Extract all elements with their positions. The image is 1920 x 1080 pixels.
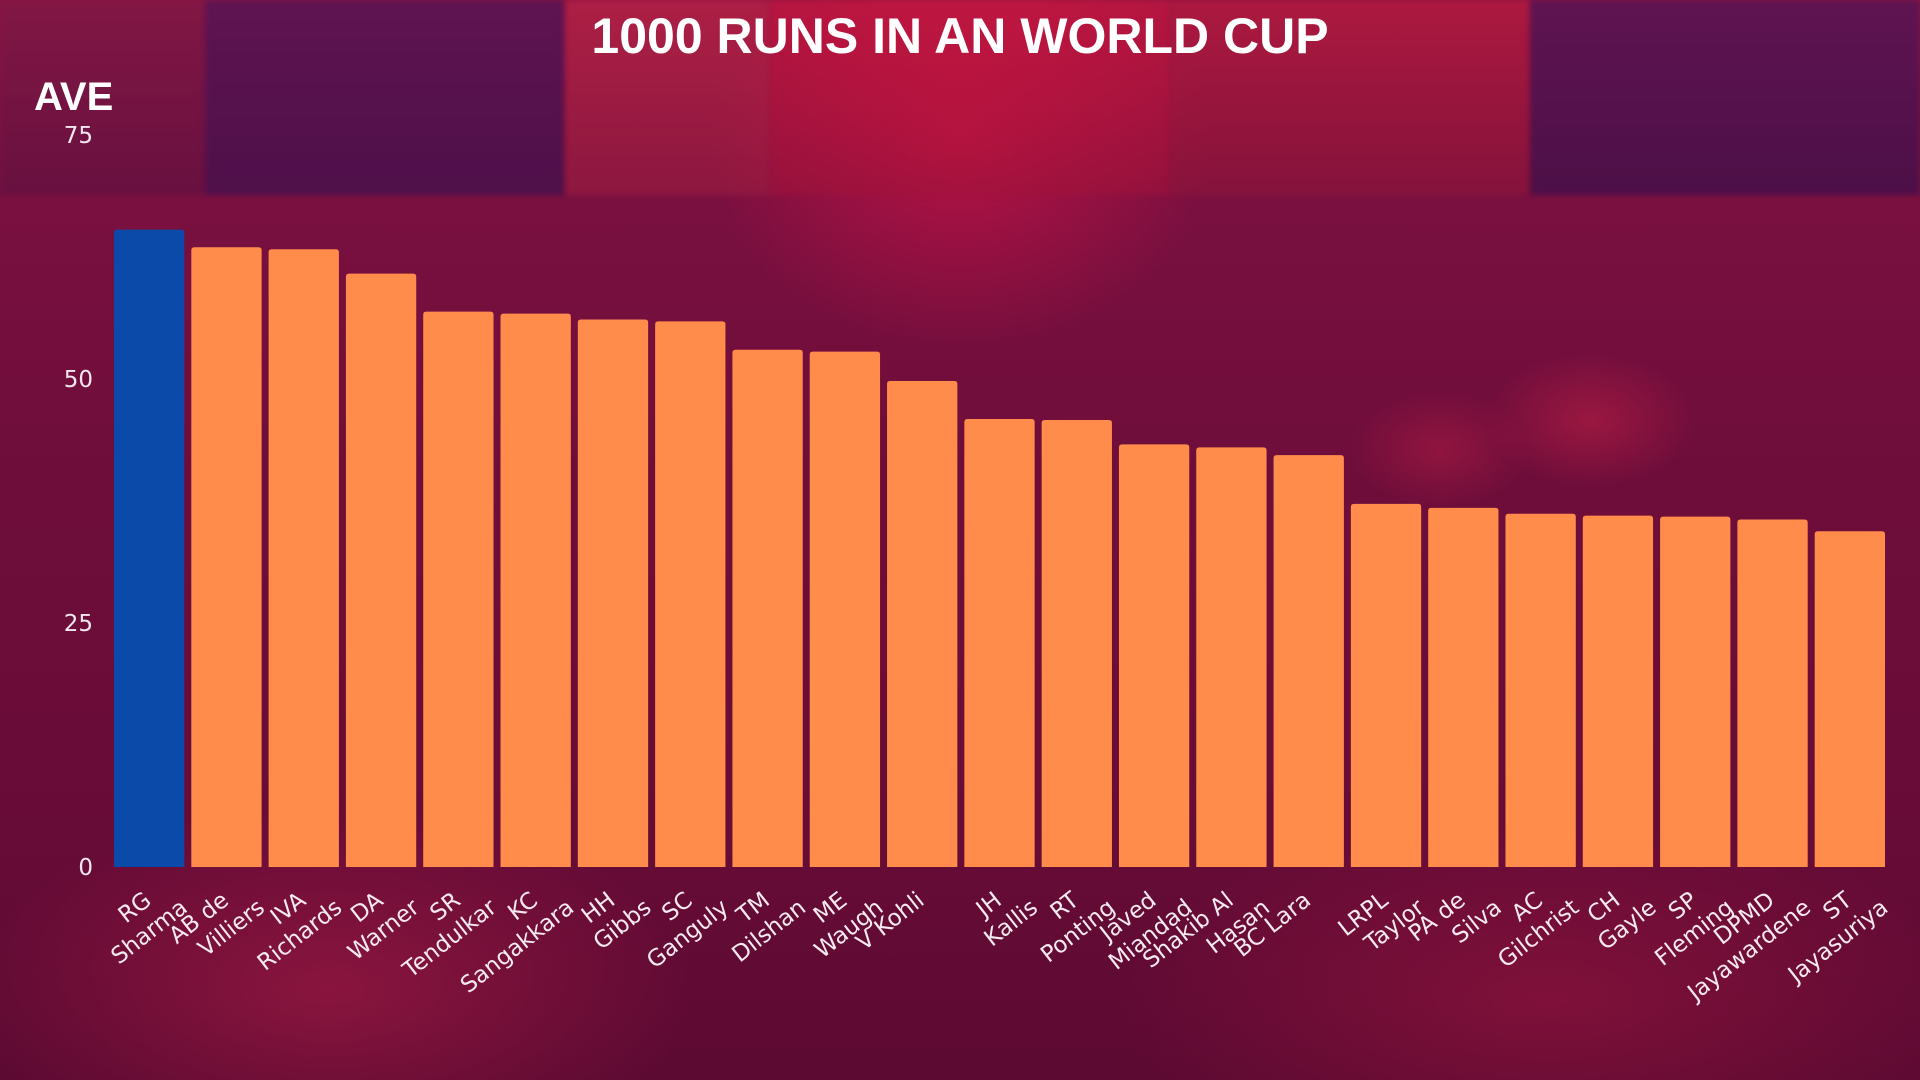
bar [500, 313, 571, 867]
category-label: JHKallis [962, 872, 1042, 951]
background-banner-4 [770, 0, 1170, 195]
bar [964, 419, 1035, 867]
bar [1814, 531, 1885, 867]
bar [1350, 503, 1422, 867]
bar [1428, 507, 1499, 867]
y-tick-label: 75 [64, 123, 93, 149]
bar [809, 351, 881, 867]
category-label: HHGibbs [572, 872, 657, 955]
bar [1737, 519, 1808, 867]
y-axis-label: AVE [34, 75, 113, 119]
y-tick-label: 0 [78, 855, 93, 881]
background-banner-1 [0, 0, 205, 195]
background-banner-2 [205, 0, 565, 195]
category-label: CHGayle [1576, 872, 1661, 955]
bar [732, 349, 803, 868]
bar [1118, 444, 1190, 867]
bar [1041, 419, 1112, 867]
y-tick-label: 50 [64, 367, 93, 393]
bar [345, 273, 417, 867]
category-label: PA deSilva [1404, 872, 1507, 969]
bar [1505, 513, 1576, 867]
background-banner-6 [1530, 0, 1920, 195]
y-tick-label: 25 [64, 611, 93, 637]
bar [1582, 515, 1654, 867]
bar [114, 229, 185, 867]
bar [577, 319, 649, 867]
chart-title: 1000 RUNS IN AN WORLD CUP [591, 8, 1328, 64]
bar [887, 380, 958, 867]
bar [423, 311, 494, 867]
bar [1660, 516, 1731, 867]
bar [191, 247, 262, 868]
y-axis-ticks: 0 25 50 75 [64, 123, 93, 881]
bar [1273, 455, 1344, 867]
bar [268, 249, 339, 867]
bar [655, 321, 726, 867]
background-banner-3 [565, 0, 770, 195]
bar [1196, 447, 1267, 867]
bars-group [114, 229, 1885, 868]
background-banner-5 [1170, 0, 1530, 195]
